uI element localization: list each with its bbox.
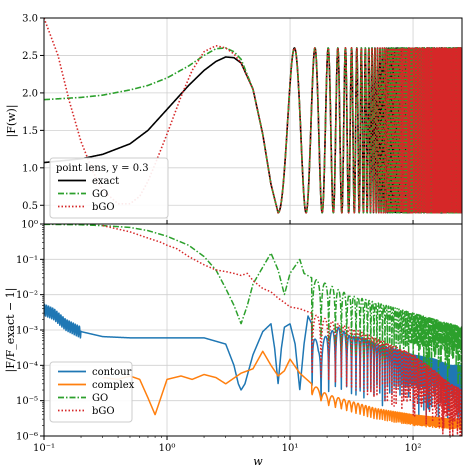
top-legend-label-2: bGO <box>92 202 115 213</box>
top-ytick-label-2: 1.5 <box>22 126 38 137</box>
bottom-y-ticks: 10⁻⁶ 10⁻⁵ 10⁻⁴ 10⁻³ 10⁻² 10⁻¹ 10⁰ <box>16 220 44 443</box>
bottom-series <box>44 224 462 436</box>
top-legend-label-0: exact <box>92 176 119 187</box>
top-ytick-label-1: 1.0 <box>22 163 38 174</box>
bottom-legend-label-1: complex <box>92 380 135 391</box>
bottom-ytick-label-5: 10⁻¹ <box>16 255 38 266</box>
bottom-series-bgo-line <box>102 224 462 436</box>
bottom-xlabel: w <box>253 455 263 468</box>
bottom-legend-box <box>49 361 133 423</box>
bottom-ytick-label-4: 10⁻² <box>16 290 38 301</box>
bottom-series-complex-line <box>102 350 462 431</box>
bottom-legend: contour complex GO bGO <box>49 361 135 423</box>
bottom-legend-label-2: GO <box>92 393 108 404</box>
bottom-xtick-label-3: 10² <box>405 443 422 454</box>
top-legend-box <box>49 157 169 219</box>
top-ytick-label-0: 0.5 <box>22 201 38 212</box>
bottom-ytick-label-3: 10⁻³ <box>16 326 38 337</box>
bottom-legend-label-3: bGO <box>92 406 115 417</box>
bottom-ytick-label-2: 10⁻⁴ <box>16 361 38 372</box>
bottom-xtick-label-1: 10⁰ <box>159 443 176 454</box>
bottom-xtick-label-0: 10⁻¹ <box>33 443 55 454</box>
top-ytick-label-3: 2.0 <box>22 88 38 99</box>
bottom-xtick-label-2: 10¹ <box>282 443 299 454</box>
top-series-bgo-line <box>44 18 462 214</box>
top-legend-label-1: GO <box>92 189 108 200</box>
top-y-ticks: 0.5 1.0 1.5 2.0 2.5 3.0 <box>22 14 44 212</box>
bottom-ytick-label-6: 10⁰ <box>21 220 38 231</box>
bottom-ytick-label-0: 10⁻⁶ <box>16 432 38 443</box>
top-ytick-label-4: 2.5 <box>22 51 38 62</box>
top-panel: 0.5 1.0 1.5 2.0 2.5 3.0 |F(w)| point lens, y … <box>5 14 463 225</box>
top-legend-title: point lens, y = 0.3 <box>56 163 149 174</box>
bottom-series-go-line <box>44 224 462 388</box>
top-legend: point lens, y = 0.3 exact GO bGO <box>49 157 169 219</box>
bottom-ytick-label-1: 10⁻⁵ <box>16 396 38 407</box>
bottom-x-ticks: 10⁻¹ 10⁰ 10¹ 10² <box>33 220 451 454</box>
top-ytick-label-5: 3.0 <box>22 14 38 25</box>
top-series <box>44 18 462 214</box>
bottom-ylabel: |F/F_exact − 1| <box>4 288 18 373</box>
top-ylabel: |F(w)| <box>5 104 19 137</box>
bottom-legend-label-0: contour <box>92 367 132 378</box>
